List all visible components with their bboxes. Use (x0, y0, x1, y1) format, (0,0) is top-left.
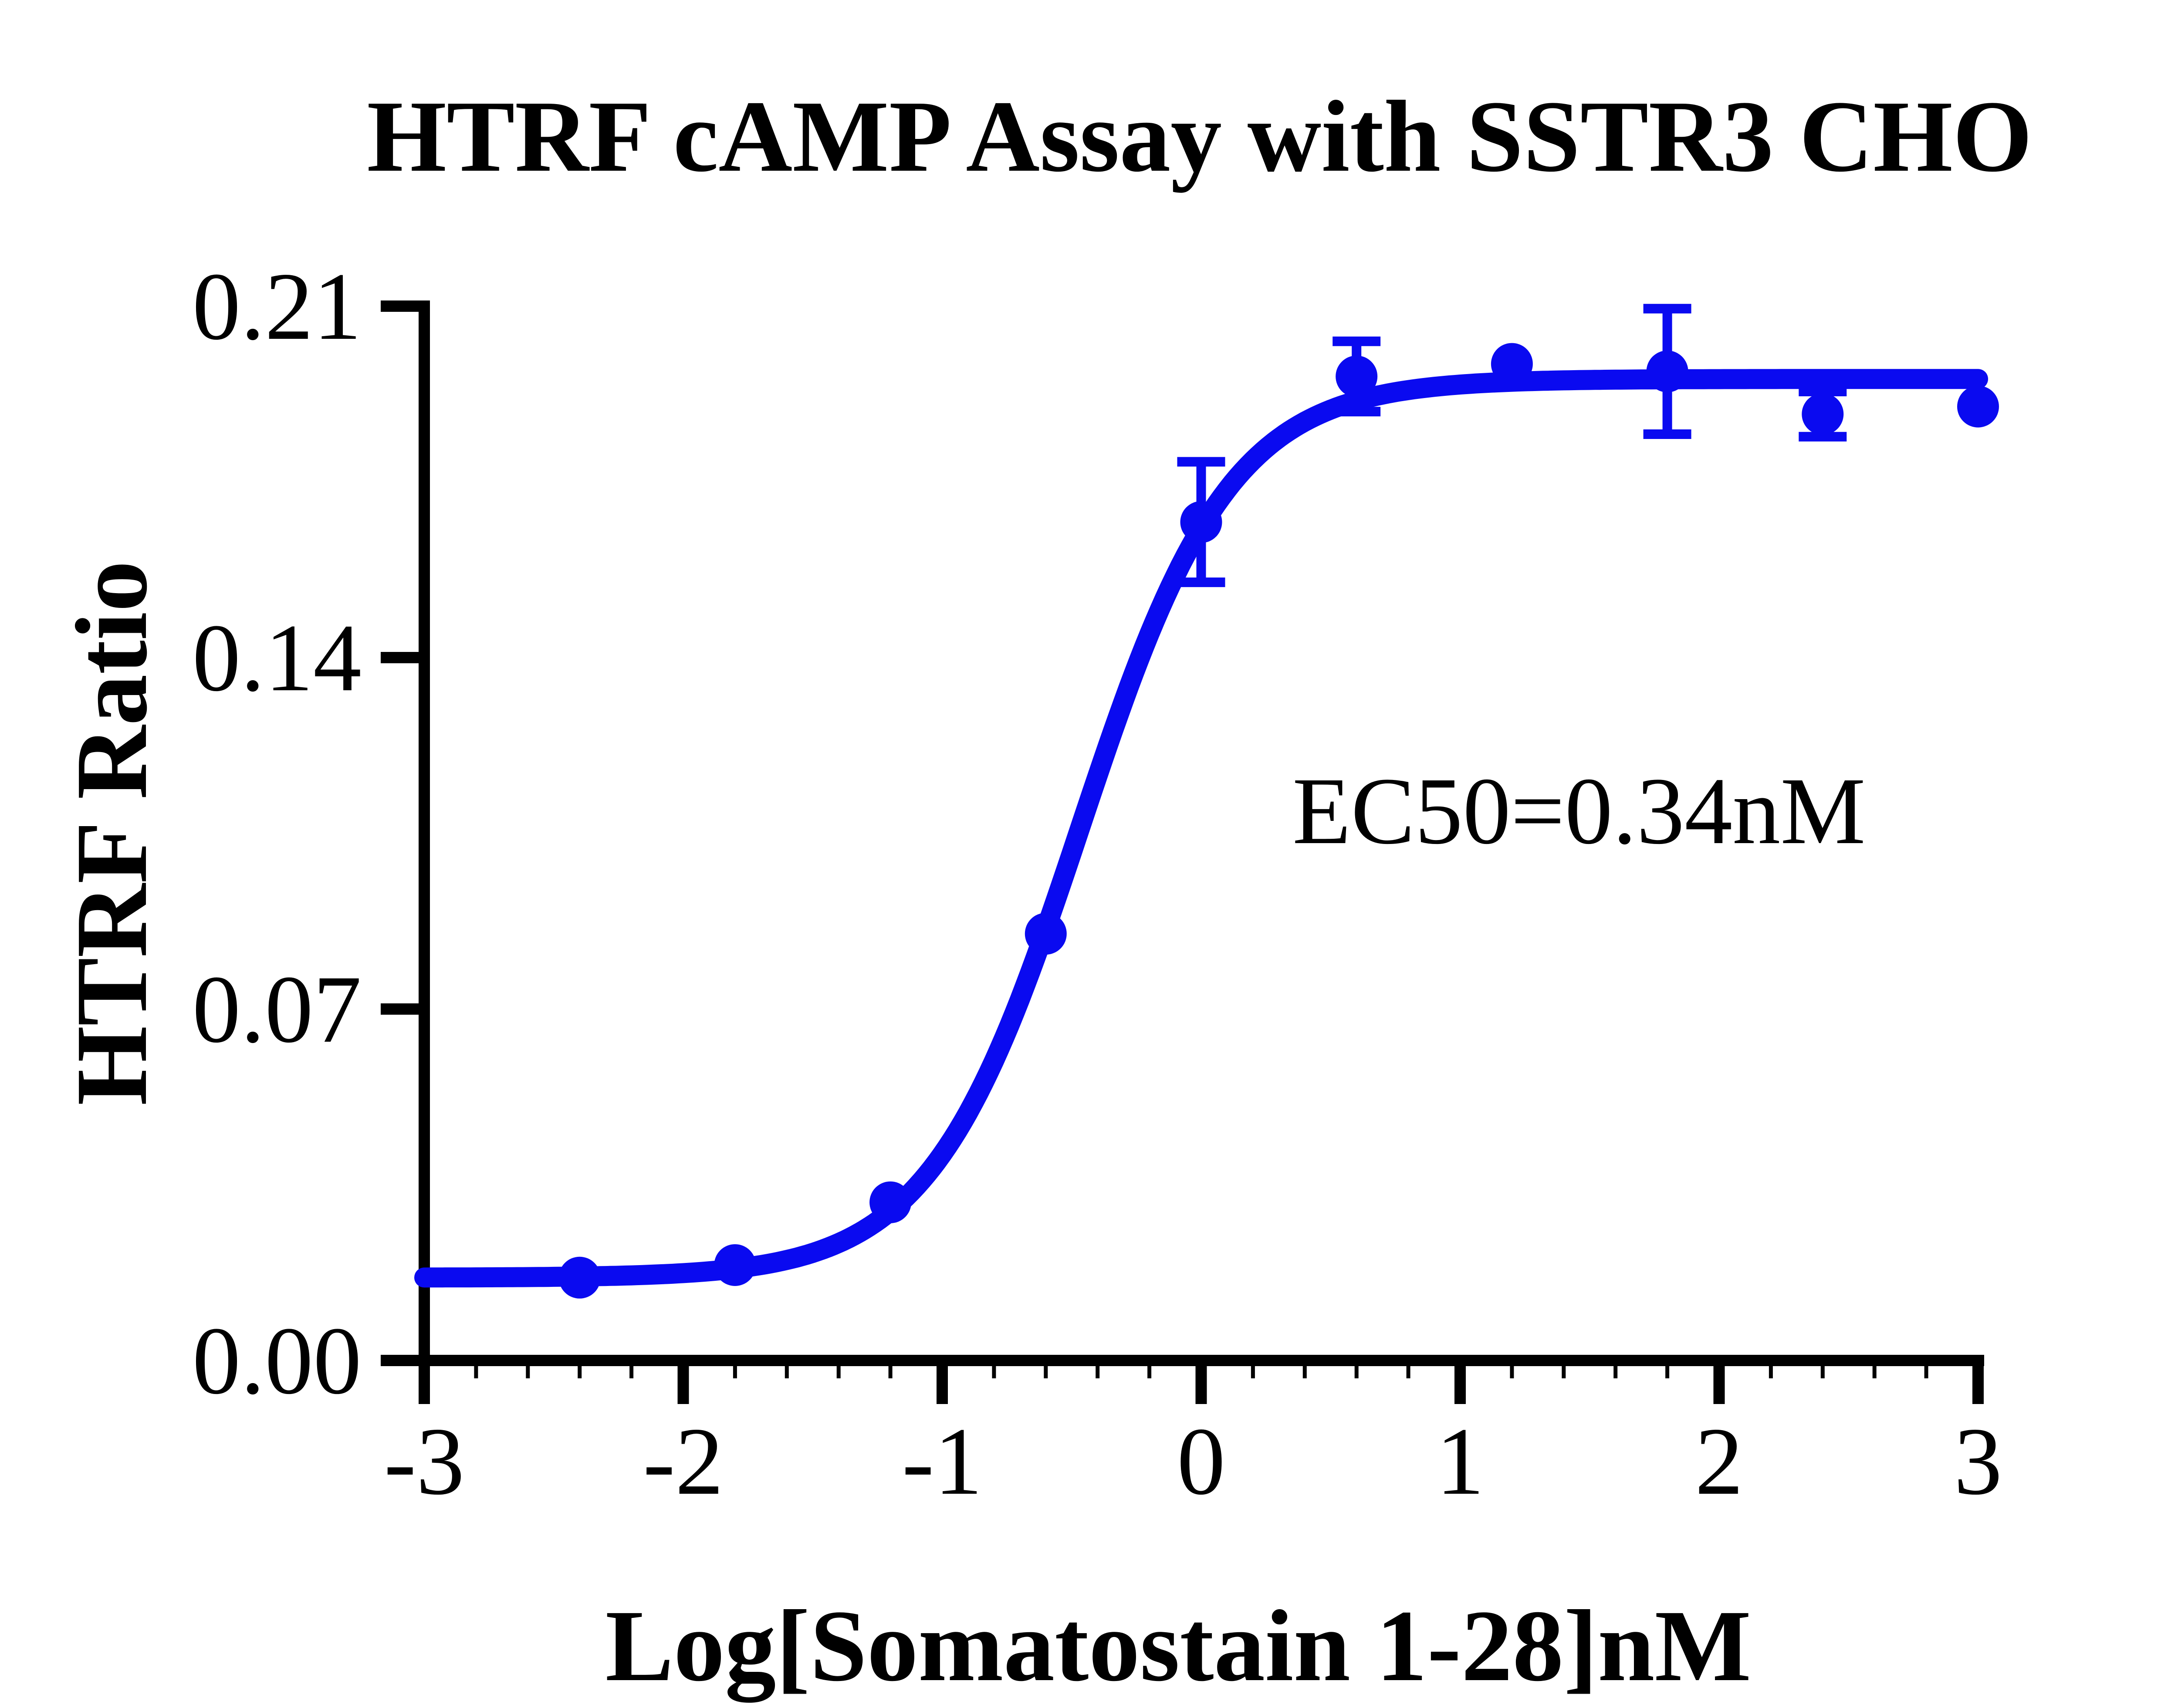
data-point (1180, 501, 1222, 543)
ec50-annotation: EC50=0.34nM (1292, 758, 1866, 864)
tick-labels: 0.00 0.07 0.14 0.21 -3 -2 -1 0 1 2 3 (193, 253, 2002, 1515)
x-tick-label: 1 (1436, 1408, 1485, 1515)
y-tick-label: 0.00 (193, 1307, 362, 1414)
data-points-layer (558, 343, 1999, 1299)
chart-title: HTRF cAMP Assay with SSTR3 CHO (367, 80, 2032, 193)
data-point (1802, 393, 1844, 435)
data-point (1336, 355, 1378, 398)
data-point (1025, 913, 1067, 955)
y-axis-title: HTRF Ratio (55, 560, 168, 1105)
x-tick-label: -3 (384, 1408, 465, 1515)
data-point (869, 1181, 912, 1223)
y-tick-label: 0.07 (193, 956, 362, 1063)
data-point (1491, 343, 1533, 385)
data-point (1957, 385, 1999, 428)
x-tick-label: 0 (1177, 1408, 1225, 1515)
y-tick-label: 0.14 (193, 604, 362, 712)
ticks (381, 300, 1984, 1404)
x-tick-label: -2 (643, 1408, 724, 1515)
data-point (1646, 350, 1688, 392)
x-tick-label: -1 (902, 1408, 983, 1515)
x-tick-label: 2 (1695, 1408, 1743, 1515)
y-tick-label: 0.21 (193, 253, 362, 360)
x-tick-label: 3 (1954, 1408, 2002, 1515)
data-point (558, 1256, 601, 1299)
x-axis-title: Log[Somatostain 1-28]nM (605, 1589, 1752, 1703)
data-point (714, 1244, 756, 1286)
